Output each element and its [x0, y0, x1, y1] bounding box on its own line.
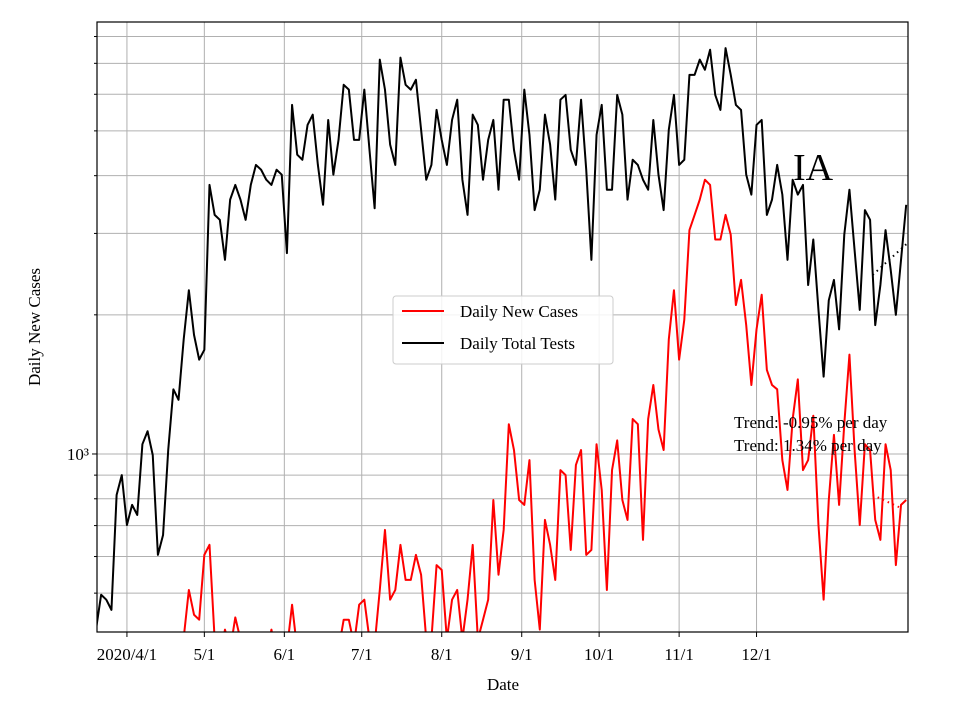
x-tick-label: 2020/4/1 [97, 645, 157, 664]
trend-line [871, 241, 908, 276]
x-tick-label: 10/1 [584, 645, 614, 664]
state-label: IA [793, 147, 834, 189]
plot-frame [96, 21, 909, 633]
legend-label: Daily Total Tests [460, 334, 575, 353]
y-tick-label: 10³ [67, 445, 89, 464]
y-axis-label: Daily New Cases [25, 268, 44, 386]
x-tick-label: 8/1 [431, 645, 453, 664]
x-tick-label: 6/1 [273, 645, 295, 664]
series-line [97, 47, 908, 630]
x-tick-label: 12/1 [741, 645, 771, 664]
series-line [183, 178, 907, 632]
x-tick-label: 5/1 [193, 645, 215, 664]
annotation: Trend: 1.34% per day [734, 436, 882, 455]
legend: Daily New Cases Daily Total Tests [392, 295, 614, 365]
ticks: 2020/4/1 5/1 6/1 7/1 8/1 9/1 10/1 11/1 12/1 10³ [67, 36, 772, 664]
legend-label: Daily New Cases [460, 302, 578, 321]
x-tick-label: 11/1 [664, 645, 694, 664]
x-tick-label: 7/1 [351, 645, 373, 664]
x-axis-label: Date [487, 675, 519, 694]
x-tick-label: 9/1 [511, 645, 533, 664]
legend-box [392, 295, 614, 365]
annotation: Trend: -0.95% per day [734, 413, 888, 432]
plot-lines [97, 47, 908, 632]
